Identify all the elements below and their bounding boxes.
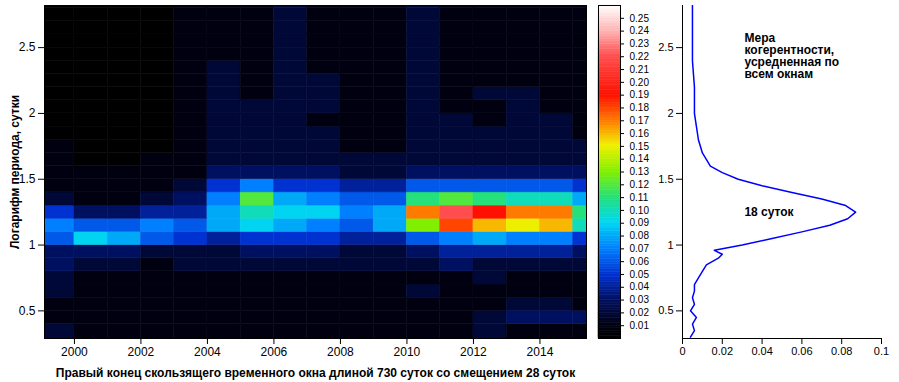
svg-text:0.02: 0.02 [630, 307, 650, 318]
svg-text:0.10: 0.10 [630, 205, 650, 216]
svg-text:2010: 2010 [394, 345, 421, 359]
svg-text:2: 2 [667, 107, 673, 119]
svg-text:0.02: 0.02 [712, 345, 733, 357]
svg-text:0.11: 0.11 [630, 192, 649, 203]
svg-text:2: 2 [29, 106, 36, 120]
svg-text:0.16: 0.16 [630, 128, 650, 139]
svg-text:0.07: 0.07 [630, 243, 650, 254]
svg-text:0.5: 0.5 [658, 304, 673, 316]
svg-text:0.17: 0.17 [630, 115, 650, 126]
svg-text:2004: 2004 [194, 345, 221, 359]
svg-text:0.06: 0.06 [630, 256, 650, 267]
svg-text:Меракогерентности,усредненная: Меракогерентности,усредненная повсем окн… [745, 31, 840, 81]
svg-text:Логарифм периода, сутки: Логарифм периода, сутки [8, 95, 22, 249]
svg-text:0.22: 0.22 [630, 51, 650, 62]
svg-text:0.5: 0.5 [19, 304, 36, 318]
svg-text:0.03: 0.03 [630, 294, 650, 305]
svg-text:0.08: 0.08 [831, 345, 852, 357]
svg-text:2006: 2006 [261, 345, 288, 359]
svg-text:18 суток: 18 суток [744, 205, 794, 219]
svg-text:0.25: 0.25 [630, 13, 650, 24]
svg-text:2000: 2000 [61, 345, 88, 359]
svg-text:0.21: 0.21 [630, 64, 650, 75]
svg-text:0.04: 0.04 [630, 281, 650, 292]
svg-text:0.06: 0.06 [791, 345, 812, 357]
svg-text:1.5: 1.5 [18, 172, 36, 187]
svg-text:Правый конец скользящего време: Правый конец скользящего временного окна… [56, 366, 576, 380]
svg-text:2.5: 2.5 [19, 40, 36, 54]
svg-text:0.08: 0.08 [630, 230, 650, 241]
svg-text:1.5: 1.5 [658, 173, 673, 185]
svg-text:1: 1 [667, 239, 673, 251]
svg-text:2008: 2008 [327, 345, 354, 359]
svg-text:1: 1 [29, 238, 36, 252]
svg-text:0.05: 0.05 [630, 269, 650, 280]
svg-text:0.01: 0.01 [630, 320, 650, 331]
svg-text:0.1: 0.1 [874, 345, 889, 357]
svg-text:0.20: 0.20 [630, 77, 650, 88]
svg-text:0.15: 0.15 [630, 141, 650, 152]
svg-text:0.19: 0.19 [630, 89, 650, 100]
svg-text:0.09: 0.09 [630, 217, 650, 228]
svg-text:0.14: 0.14 [630, 153, 650, 164]
svg-text:2012: 2012 [460, 345, 487, 359]
svg-text:0.23: 0.23 [630, 38, 650, 49]
svg-text:0.24: 0.24 [630, 25, 650, 36]
svg-text:0.13: 0.13 [630, 166, 650, 177]
svg-text:2014: 2014 [527, 345, 554, 359]
svg-text:0.12: 0.12 [630, 179, 650, 190]
svg-text:2.5: 2.5 [658, 41, 673, 53]
svg-text:0.04: 0.04 [751, 345, 772, 357]
svg-text:2002: 2002 [128, 345, 155, 359]
svg-text:0.18: 0.18 [630, 102, 650, 113]
svg-text:0: 0 [679, 345, 685, 357]
